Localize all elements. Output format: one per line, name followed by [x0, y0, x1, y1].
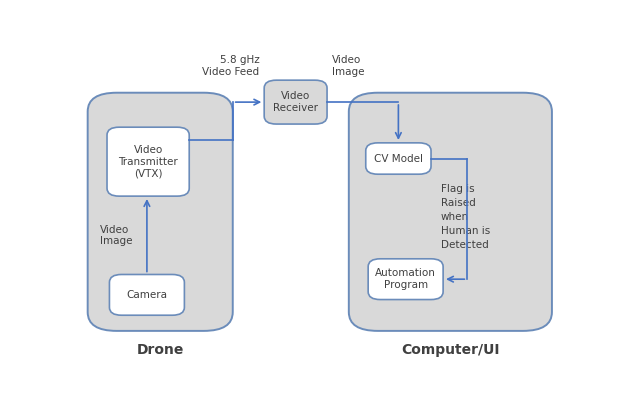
Text: 5.8 gHz
Video Feed: 5.8 gHz Video Feed — [202, 55, 260, 77]
FancyBboxPatch shape — [349, 93, 552, 331]
FancyBboxPatch shape — [109, 274, 185, 315]
FancyBboxPatch shape — [264, 80, 327, 124]
Text: Video
Image: Video Image — [332, 55, 364, 77]
Text: Video
Receiver: Video Receiver — [273, 91, 318, 113]
Text: Video
Transmitter
(VTX): Video Transmitter (VTX) — [118, 145, 178, 178]
FancyBboxPatch shape — [366, 143, 431, 174]
FancyBboxPatch shape — [107, 127, 189, 196]
Text: CV Model: CV Model — [374, 153, 423, 164]
Text: Camera: Camera — [127, 290, 167, 300]
FancyBboxPatch shape — [368, 259, 443, 300]
Text: Automation
Program: Automation Program — [375, 268, 436, 290]
Text: Video
Image: Video Image — [100, 225, 132, 246]
FancyBboxPatch shape — [87, 93, 233, 331]
Text: Flag is
Raised
when
Human is
Detected: Flag is Raised when Human is Detected — [441, 184, 490, 249]
Text: Drone: Drone — [137, 344, 184, 357]
Text: Computer/UI: Computer/UI — [401, 344, 500, 357]
